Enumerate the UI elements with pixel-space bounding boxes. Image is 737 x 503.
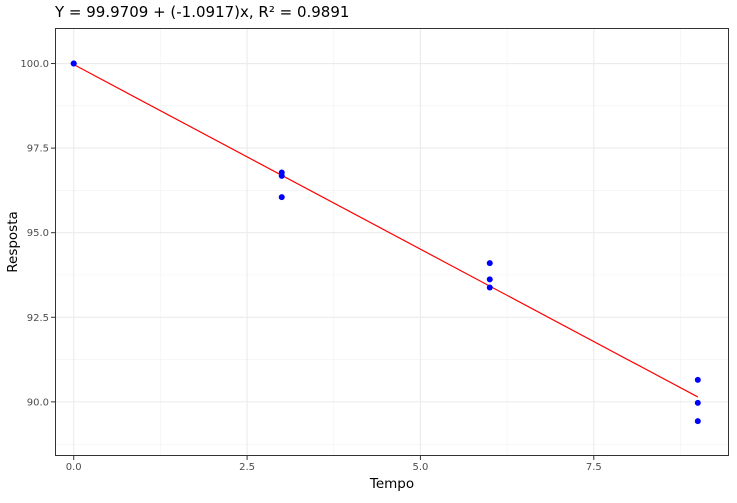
data-point: [694, 376, 701, 383]
plot-panel-border: [55, 28, 729, 456]
data-point: [70, 60, 77, 67]
data-point: [694, 399, 701, 406]
y-tick-label: 97.5: [27, 144, 49, 155]
data-point: [694, 418, 701, 425]
regression-layer: [73, 63, 699, 398]
data-point: [278, 172, 285, 179]
data-points: [70, 60, 701, 425]
x-axis-title: Tempo: [369, 476, 414, 492]
data-point: [486, 276, 493, 283]
x-tick-label: 2.5: [239, 462, 255, 473]
x-tick-label: 5.0: [412, 462, 428, 473]
data-point: [278, 194, 285, 201]
x-tick-label: 7.5: [586, 462, 602, 473]
plot-panel-background: [55, 28, 729, 456]
data-point: [486, 260, 493, 267]
y-tick-label: 92.5: [27, 313, 49, 324]
regression-line: [73, 63, 699, 398]
x-axis: 0.0 2.5 5.0 7.5: [66, 456, 602, 473]
major-grid: [55, 28, 729, 456]
chart-title: Y = 99.9709 + (-1.0917)x, R² = 0.9891: [54, 3, 349, 21]
y-axis-title: Resposta: [5, 211, 21, 273]
y-tick-label: 90.0: [27, 397, 49, 408]
data-point: [486, 284, 493, 291]
y-tick-label: 100.0: [20, 59, 49, 70]
x-tick-label: 0.0: [66, 462, 82, 473]
y-tick-label: 95.0: [27, 228, 49, 239]
minor-grid: [55, 28, 729, 456]
y-axis: 90.0 92.5 95.0 97.5 100.0: [20, 59, 55, 408]
